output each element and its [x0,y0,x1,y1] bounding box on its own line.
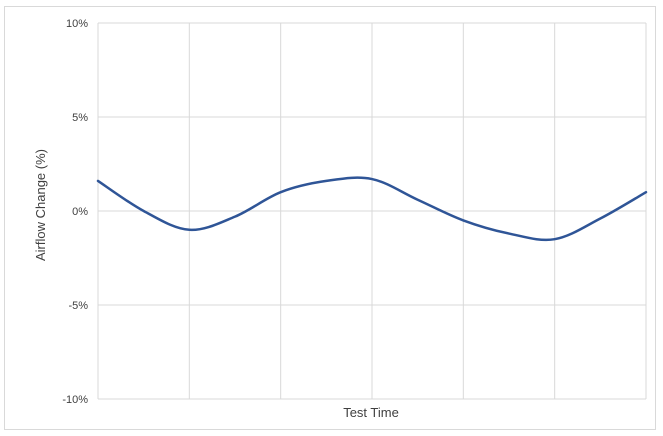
y-tick-label: -10% [62,394,88,406]
y-tick-label: 10% [66,18,88,30]
x-axis-label: Test Time [343,405,399,420]
gridlines [97,22,647,400]
y-tick-label: 5% [72,112,88,124]
y-tick-labels: 10% 5% 0% -5% -10% [62,18,88,406]
series-line [96,176,648,242]
y-tick-label: 0% [72,206,88,218]
y-axis-label: Airflow Change (%) [33,149,48,261]
series-layer [96,176,648,242]
line-chart: 10% 5% 0% -5% -10% Test Time Airflow Change … [33,18,648,420]
chart-frame: 10% 5% 0% -5% -10% Test Time Airflow Change … [4,6,656,430]
y-tick-label: -5% [68,300,88,312]
